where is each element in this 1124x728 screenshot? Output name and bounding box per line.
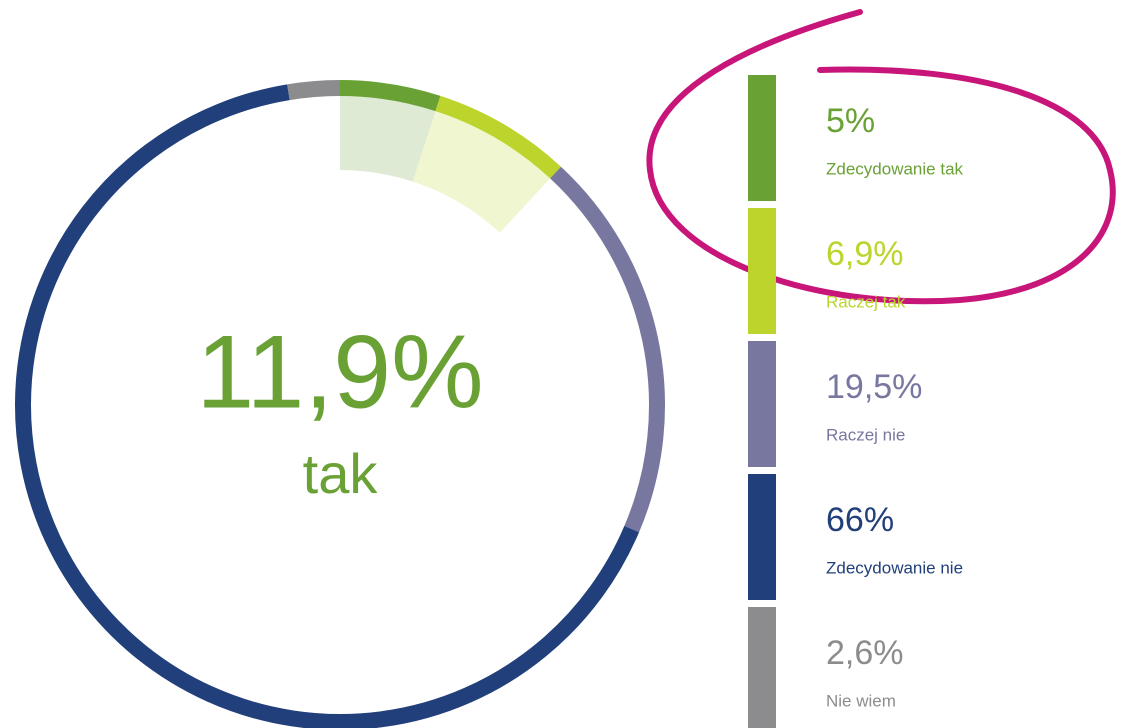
- center-value: 11,9%: [196, 314, 483, 430]
- legend-value: 6,9%: [826, 235, 904, 273]
- highlight-ellipse: [646, 9, 1116, 305]
- legend-swatch: [748, 474, 776, 600]
- donut-segment: [287, 80, 341, 101]
- center-text: tak: [303, 442, 379, 505]
- legend-label: Zdecydowanie tak: [826, 159, 964, 178]
- legend-swatch: [748, 75, 776, 201]
- legend-swatch: [748, 607, 776, 728]
- legend-label: Raczej nie: [826, 425, 905, 444]
- donut-segment: [339, 80, 441, 112]
- legend-value: 66%: [826, 501, 894, 539]
- donut-segment: [550, 166, 665, 533]
- legend-value: 5%: [826, 102, 875, 140]
- legend-value: 19,5%: [826, 368, 922, 406]
- legend-swatch: [748, 208, 776, 334]
- legend-label: Zdecydowanie nie: [826, 558, 963, 577]
- highlight-wedge: [412, 111, 551, 233]
- legend-value: 2,6%: [826, 634, 904, 672]
- donut-segment: [15, 84, 640, 728]
- donut-segment: [435, 95, 561, 179]
- legend-label: Nie wiem: [826, 691, 896, 710]
- legend-swatch: [748, 341, 776, 467]
- highlight-wedge: [340, 96, 436, 182]
- legend-label: Raczej tak: [826, 292, 906, 311]
